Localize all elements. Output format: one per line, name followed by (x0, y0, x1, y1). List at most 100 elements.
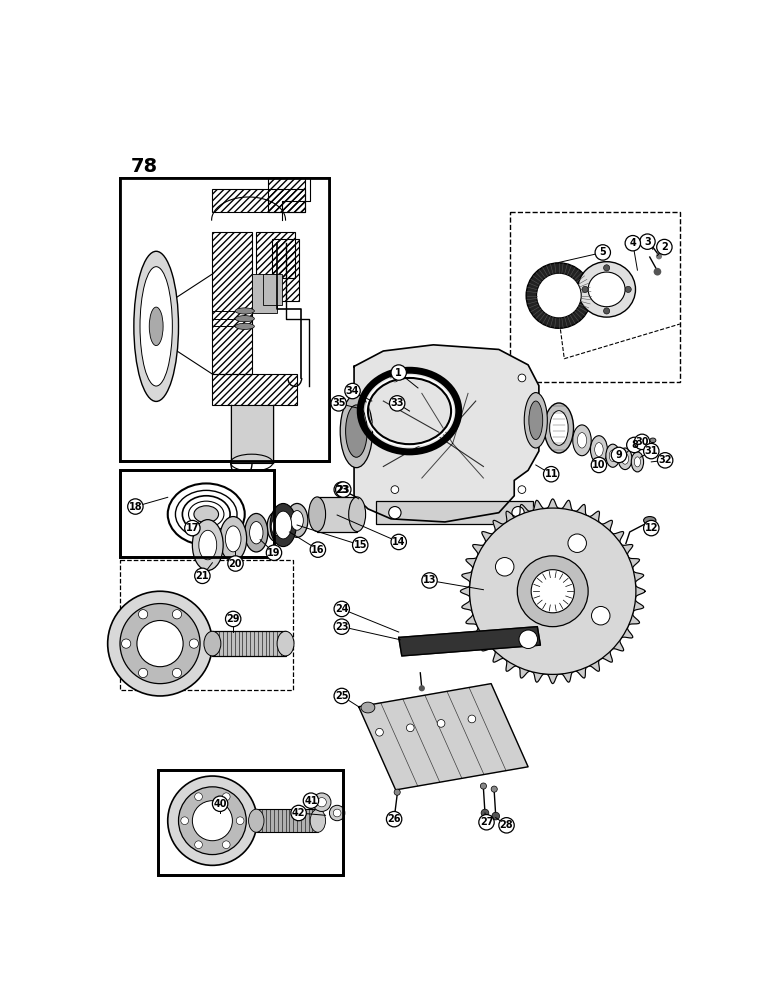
Bar (120, 178, 330, 461)
Ellipse shape (204, 631, 221, 656)
Circle shape (437, 720, 445, 727)
Circle shape (121, 639, 130, 648)
Ellipse shape (249, 809, 264, 832)
Circle shape (137, 620, 183, 667)
Circle shape (291, 805, 306, 821)
Text: 3: 3 (644, 237, 651, 247)
Text: 25: 25 (335, 691, 348, 701)
Circle shape (611, 447, 627, 463)
Circle shape (481, 809, 489, 817)
Circle shape (543, 466, 559, 482)
Text: 1: 1 (395, 368, 402, 378)
Circle shape (334, 601, 350, 617)
Text: 42: 42 (292, 808, 306, 818)
Circle shape (479, 815, 494, 830)
Bar (376, 501, 533, 524)
Ellipse shape (594, 443, 603, 456)
Circle shape (334, 619, 350, 634)
Circle shape (635, 434, 650, 450)
Circle shape (228, 556, 243, 571)
Text: 12: 12 (645, 523, 658, 533)
Text: 35: 35 (332, 398, 345, 408)
Circle shape (303, 793, 319, 808)
Circle shape (604, 308, 610, 314)
Text: 23: 23 (335, 485, 348, 495)
Ellipse shape (245, 513, 268, 552)
Bar (120, 470, 274, 557)
Circle shape (330, 805, 345, 821)
Circle shape (492, 812, 499, 820)
Bar (256, 809, 318, 832)
Circle shape (468, 715, 476, 723)
Circle shape (181, 817, 188, 825)
Circle shape (317, 798, 327, 807)
Circle shape (499, 818, 514, 833)
Text: 5: 5 (599, 247, 606, 257)
Text: 28: 28 (499, 820, 513, 830)
Circle shape (334, 688, 350, 704)
Circle shape (422, 573, 437, 588)
Circle shape (418, 685, 425, 691)
Circle shape (644, 520, 659, 536)
Circle shape (391, 365, 406, 380)
Ellipse shape (270, 503, 296, 547)
Circle shape (172, 610, 181, 619)
Circle shape (491, 786, 497, 792)
Text: 9: 9 (615, 450, 622, 460)
Circle shape (657, 239, 672, 255)
Bar (120, 178, 330, 461)
Circle shape (406, 724, 414, 732)
Text: 17: 17 (185, 523, 199, 533)
Ellipse shape (650, 438, 656, 443)
Ellipse shape (550, 411, 568, 445)
Ellipse shape (235, 323, 254, 329)
Circle shape (192, 801, 232, 841)
Ellipse shape (134, 251, 178, 401)
Bar (510, 212, 680, 382)
Circle shape (353, 537, 368, 553)
Ellipse shape (194, 506, 218, 523)
Ellipse shape (621, 453, 628, 464)
Text: 31: 31 (645, 446, 658, 456)
Text: 27: 27 (479, 817, 493, 827)
Ellipse shape (577, 262, 635, 317)
Circle shape (331, 396, 347, 411)
Circle shape (138, 668, 147, 678)
Circle shape (604, 265, 610, 271)
Ellipse shape (286, 503, 308, 537)
Ellipse shape (249, 522, 263, 544)
Ellipse shape (140, 267, 172, 386)
Ellipse shape (267, 511, 287, 542)
Circle shape (644, 443, 659, 459)
Circle shape (107, 591, 212, 696)
Ellipse shape (361, 702, 375, 713)
Text: 23: 23 (337, 485, 350, 495)
Circle shape (512, 507, 524, 519)
Circle shape (138, 610, 147, 619)
Bar (263, 274, 283, 305)
Ellipse shape (644, 517, 656, 524)
Text: 30: 30 (635, 437, 648, 447)
Ellipse shape (149, 307, 163, 346)
Circle shape (222, 793, 230, 801)
Ellipse shape (346, 405, 367, 457)
Circle shape (591, 457, 607, 473)
Circle shape (391, 374, 398, 382)
Circle shape (469, 508, 636, 674)
Circle shape (168, 776, 257, 865)
Circle shape (195, 841, 202, 849)
Circle shape (376, 728, 384, 736)
Text: 26: 26 (388, 814, 401, 824)
Ellipse shape (291, 511, 303, 530)
Bar (120, 179, 329, 460)
Circle shape (334, 482, 350, 497)
Ellipse shape (271, 518, 283, 535)
Ellipse shape (275, 511, 292, 539)
Circle shape (178, 787, 246, 855)
Text: 18: 18 (129, 502, 142, 512)
Circle shape (334, 809, 341, 817)
Polygon shape (359, 684, 528, 790)
Text: 33: 33 (391, 398, 404, 408)
Ellipse shape (225, 526, 241, 552)
Ellipse shape (340, 395, 373, 468)
